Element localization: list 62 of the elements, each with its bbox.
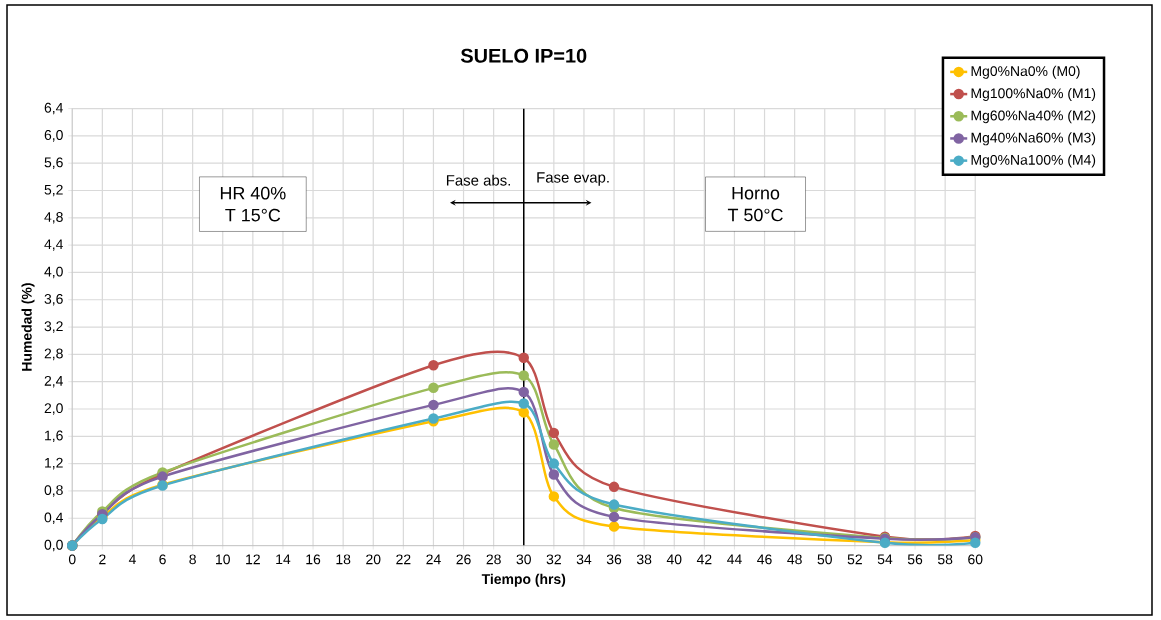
y-tick-label: 3,6 (44, 293, 63, 306)
x-tick-label: 38 (636, 554, 652, 565)
x-tick-label: 52 (847, 554, 862, 565)
y-tick-label: 4,4 (44, 239, 63, 251)
x-tick-label: 6 (159, 554, 166, 565)
annotation: HR 40% (220, 186, 286, 200)
x-tick-label: 16 (306, 554, 321, 565)
y-tick-label: 5,2 (44, 184, 63, 197)
x-tick-label: 4 (128, 554, 136, 564)
legend-label: Mg0%Na0% (M0) (971, 65, 1080, 79)
x-tick-label: 48 (787, 554, 802, 565)
x-tick-label: 40 (666, 554, 682, 565)
x-tick-label: 56 (907, 554, 923, 565)
y-tick-label: 6,4 (44, 102, 63, 115)
x-tick-label: 2 (99, 554, 106, 565)
x-tick-label: 24 (426, 554, 441, 565)
legend-label: Mg60%Na40% (M2) (971, 110, 1096, 124)
x-tick-label: 14 (276, 554, 291, 564)
x-tick-label: 28 (486, 554, 501, 565)
y-tick-label: 2,4 (44, 375, 63, 388)
x-tick-label: 20 (366, 554, 381, 565)
x-tick-label: 46 (757, 554, 772, 565)
x-tick-label: 34 (576, 554, 592, 565)
y-tick-label: 2,0 (44, 403, 63, 415)
x-tick-label: 60 (968, 554, 983, 565)
y-tick-label: 6,0 (44, 130, 63, 142)
y-tick-label: 5,6 (44, 157, 63, 169)
y-tick-label: 0,8 (44, 485, 63, 497)
x-tick-label: 8 (189, 554, 196, 565)
y-tick-label: 3,2 (44, 321, 63, 333)
annotation: T 50°C (727, 208, 783, 222)
x-tick-label: 54 (877, 554, 893, 565)
y-tick-label: 0,4 (44, 512, 63, 525)
x-tick-label: 26 (456, 554, 471, 565)
x-tick-label: 22 (396, 554, 411, 565)
x-tick-label: 50 (817, 554, 832, 565)
x-tick-label: 32 (546, 554, 561, 565)
legend-label: Mg100%Na0% (M1) (971, 87, 1096, 101)
chart-title: SUELO IP=10 (460, 48, 587, 63)
legend-label: Mg0%Na100% (M4) (971, 154, 1096, 168)
y-tick-label: 0,0 (44, 539, 63, 552)
x-tick-label: 36 (606, 554, 622, 565)
x-tick-label: 12 (246, 554, 260, 565)
y-tick-label: 1,2 (45, 457, 63, 470)
x-tick-label: 10 (216, 554, 230, 565)
annotation: Fase abs. (446, 174, 510, 186)
x-tick-label: 44 (727, 554, 742, 564)
y-tick-label: 1,6 (45, 430, 63, 443)
legend-label: Mg40%Na60% (M3) (971, 132, 1096, 146)
y-tick-label: 2,8 (44, 348, 63, 361)
x-tick-label: 58 (937, 554, 953, 565)
y-tick-label: 4,8 (44, 212, 63, 224)
annotation: T 15°C (225, 208, 281, 222)
annotation: Fase evap. (537, 172, 609, 186)
x-tick-label: 0 (68, 554, 76, 565)
x-tick-label: 30 (516, 554, 531, 565)
annotation: Horno (732, 186, 780, 200)
y-tick-label: 4,0 (44, 266, 63, 279)
y-axis-title: Humedad (%) (21, 283, 35, 371)
x-axis-title: Tiempo (hrs) (481, 573, 566, 587)
x-tick-label: 42 (696, 554, 712, 565)
x-tick-label: 18 (336, 554, 351, 565)
